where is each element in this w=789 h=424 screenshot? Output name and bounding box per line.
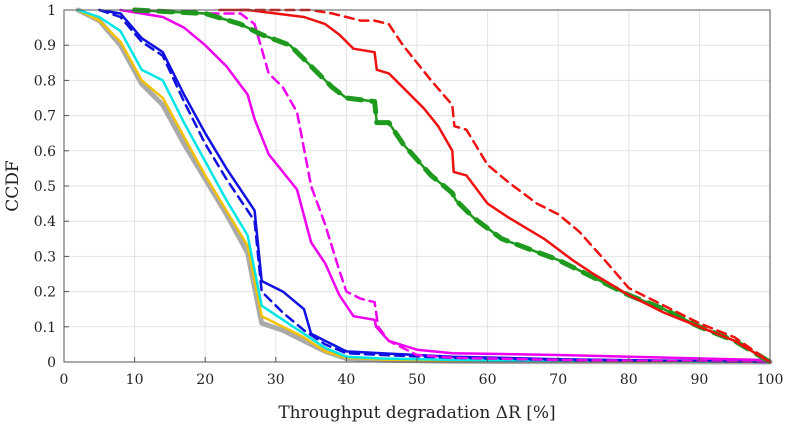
y-tick-label: 0 [47, 355, 56, 371]
y-tick-label: 0.9 [34, 38, 56, 54]
x-tick-label: 30 [267, 372, 285, 388]
series-line-blue [98, 8, 772, 364]
series-line-red-dashed [239, 8, 772, 364]
x-tick-label: 20 [196, 372, 214, 388]
x-tick-label: 80 [620, 372, 638, 388]
series-line-red [218, 8, 772, 364]
x-tick-label: 0 [60, 372, 69, 388]
series-lines [75, 7, 773, 365]
x-tick-label: 40 [337, 372, 355, 388]
x-tick-label: 90 [690, 372, 708, 388]
series-line-magenta-dashed [133, 8, 772, 364]
series-line-magenta [119, 8, 772, 362]
y-tick-label: 0.3 [34, 249, 56, 265]
x-axis-label: Throughput degradation ΔR [%] [278, 403, 555, 423]
x-tick-label: 60 [479, 372, 497, 388]
y-tick-label: 0.2 [34, 285, 56, 301]
y-tick-label: 0.8 [34, 73, 56, 89]
y-tick-label: 0.1 [34, 320, 56, 336]
y-axis-label: CCDF [3, 160, 23, 212]
y-tick-label: 0.7 [34, 109, 56, 125]
series-line-cyan [76, 8, 772, 364]
x-tick-label: 100 [757, 372, 784, 388]
y-tick-labels: 0 0.1 0.2 0.3 0.4 0.5 0.6 0.7 0.8 0.9 1 [34, 3, 69, 371]
x-tick-labels: 0 10 20 30 40 50 60 70 80 90 100 [60, 357, 784, 388]
y-tick-label: 0.6 [34, 144, 56, 160]
y-tick-label: 0.5 [34, 179, 56, 195]
y-tick-label: 0.4 [34, 214, 56, 230]
x-tick-label: 50 [408, 372, 426, 388]
x-tick-label: 70 [549, 372, 567, 388]
x-tick-label: 10 [126, 372, 144, 388]
y-tick-label: 1 [47, 3, 56, 19]
